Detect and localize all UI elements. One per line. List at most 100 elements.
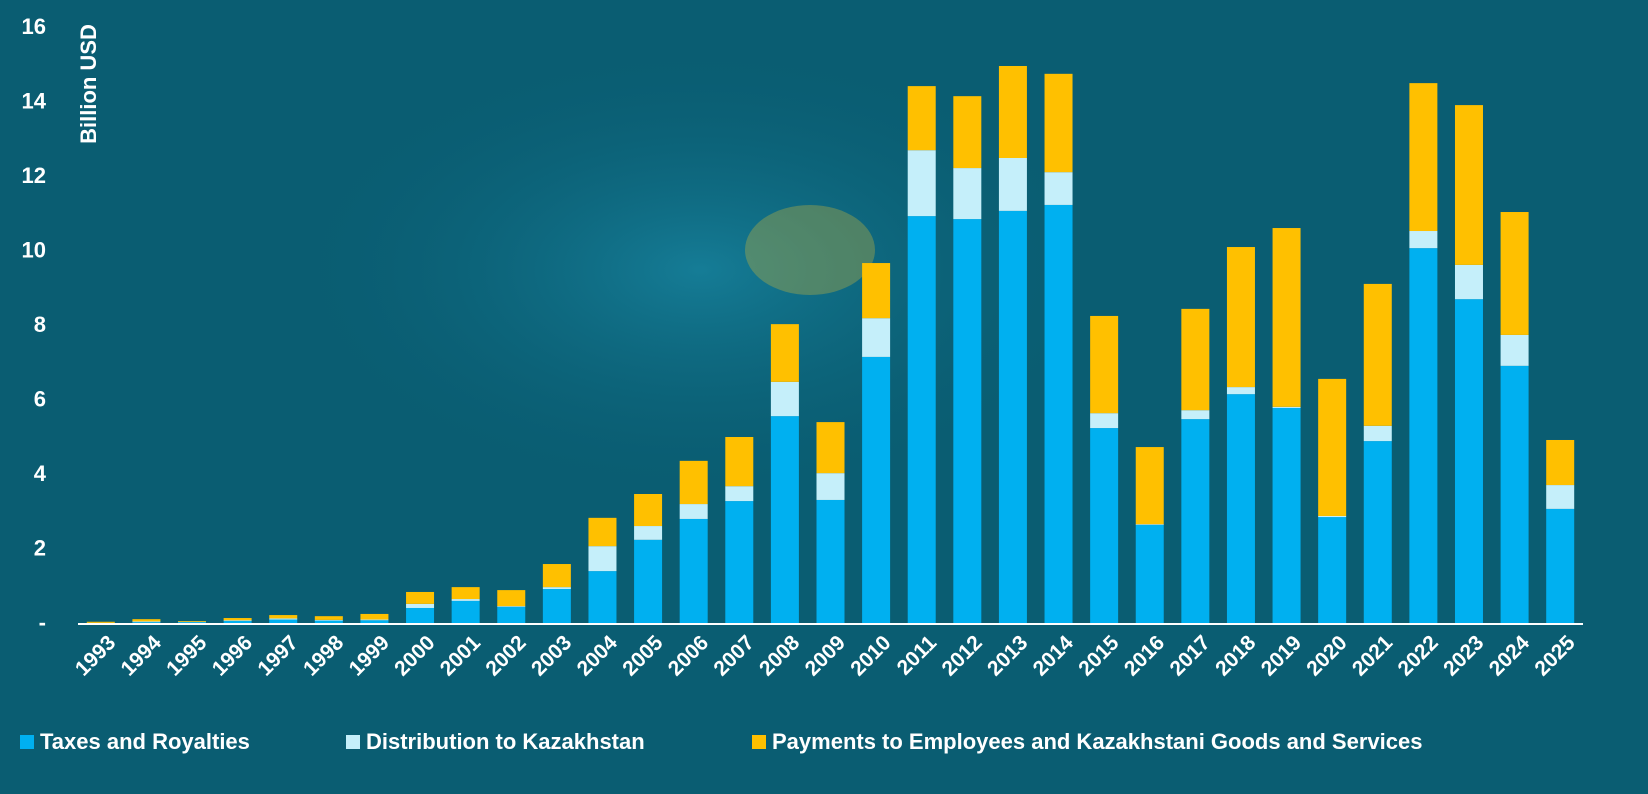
bar-segment — [771, 416, 799, 624]
bar-segment — [634, 540, 662, 624]
bar-segment — [908, 86, 936, 150]
bar-segment — [1181, 419, 1209, 624]
bar-segment — [817, 473, 845, 500]
bar-segment — [817, 500, 845, 624]
bar-segment — [1136, 447, 1164, 524]
bar-segment — [1227, 247, 1255, 387]
bar-segment — [406, 608, 434, 624]
bar-segment — [1227, 394, 1255, 624]
bar-segment — [178, 621, 206, 622]
bar-segment — [1136, 524, 1164, 525]
bar-segment — [1364, 284, 1392, 426]
bar-segment — [1045, 74, 1073, 172]
bar-segment — [1045, 205, 1073, 624]
chart: Billion USD -246810121416199319941995199… — [0, 0, 1648, 794]
bar-segment — [315, 616, 343, 620]
bar-segment — [1409, 83, 1437, 231]
bar-segment — [1273, 408, 1301, 624]
y-tick-label: 12 — [22, 163, 46, 188]
bar-segment — [1090, 413, 1118, 428]
bar-segment — [588, 571, 616, 624]
bar-segment — [224, 618, 252, 620]
bar-segment — [771, 382, 799, 416]
legend-label: Taxes and Royalties — [40, 729, 250, 754]
bar-segment — [680, 519, 708, 624]
bar-segment — [315, 620, 343, 621]
bar-segment — [1227, 387, 1255, 394]
bar-segment — [817, 422, 845, 473]
bar-segment — [999, 66, 1027, 158]
bar-segment — [999, 211, 1027, 624]
bar-segment — [771, 324, 799, 382]
legend-swatch — [20, 735, 34, 749]
bar-segment — [953, 219, 981, 624]
bar-segment — [588, 546, 616, 571]
bar-segment — [1455, 105, 1483, 265]
bar-segment — [725, 501, 753, 624]
y-tick-label: 4 — [34, 461, 47, 486]
bar-segment — [1318, 379, 1346, 516]
bar-segment — [1546, 440, 1574, 485]
bar-segment — [1455, 299, 1483, 624]
y-tick-label: 14 — [22, 88, 47, 113]
bar-segment — [1364, 441, 1392, 624]
bar-segment — [1546, 485, 1574, 509]
bar-segment — [862, 318, 890, 357]
bar-segment — [680, 504, 708, 519]
bar-segment — [588, 518, 616, 546]
y-tick-label: 16 — [22, 14, 46, 39]
bar-segment — [1455, 265, 1483, 299]
bar-segment — [1501, 366, 1529, 624]
bar-segment — [497, 590, 525, 606]
legend-label: Distribution to Kazakhstan — [366, 729, 645, 754]
y-tick-label: 2 — [34, 535, 46, 560]
bar-segment — [953, 168, 981, 219]
bar-segment — [1090, 428, 1118, 624]
bar-segment — [1181, 410, 1209, 419]
bar-segment — [360, 614, 388, 620]
bar-segment — [862, 263, 890, 318]
bar-segment — [269, 618, 297, 619]
bar-segment — [634, 526, 662, 540]
flag-sun — [745, 205, 875, 295]
y-tick-label: 10 — [22, 237, 46, 262]
bar-segment — [497, 606, 525, 607]
bar-segment — [1501, 335, 1529, 366]
bar-segment — [1318, 517, 1346, 624]
bar-segment — [1409, 248, 1437, 624]
bar-segment — [999, 158, 1027, 211]
bar-segment — [452, 599, 480, 601]
y-axis-title: Billion USD — [76, 24, 101, 144]
bar-segment — [543, 564, 571, 587]
bar-segment — [1318, 516, 1346, 517]
bar-segment — [908, 216, 936, 624]
legend-swatch — [346, 735, 360, 749]
bar-segment — [1045, 172, 1073, 205]
bar-segment — [132, 621, 160, 622]
bar-segment — [680, 461, 708, 504]
bar-segment — [1546, 509, 1574, 624]
bar-segment — [725, 437, 753, 486]
bar-segment — [1364, 426, 1392, 441]
legend-label: Payments to Employees and Kazakhstani Go… — [772, 729, 1422, 754]
bar-segment — [1273, 228, 1301, 407]
bar-segment — [1090, 316, 1118, 413]
bar-segment — [862, 357, 890, 624]
bar-segment — [452, 601, 480, 624]
bar-segment — [543, 587, 571, 589]
bar-segment — [269, 615, 297, 618]
legend-swatch — [752, 735, 766, 749]
bar-segment — [497, 607, 525, 624]
bar-segment — [406, 592, 434, 604]
bar-segment — [132, 619, 160, 621]
bar-segment — [725, 486, 753, 501]
bar-segment — [543, 589, 571, 624]
y-tick-label: 6 — [34, 386, 46, 411]
bar-segment — [953, 96, 981, 168]
bar-segment — [360, 620, 388, 621]
bar-segment — [224, 620, 252, 621]
flag-backdrop — [280, 40, 1120, 500]
y-tick-label: 8 — [34, 312, 46, 337]
bar-segment — [1409, 231, 1437, 248]
bar-segment — [1501, 212, 1529, 335]
